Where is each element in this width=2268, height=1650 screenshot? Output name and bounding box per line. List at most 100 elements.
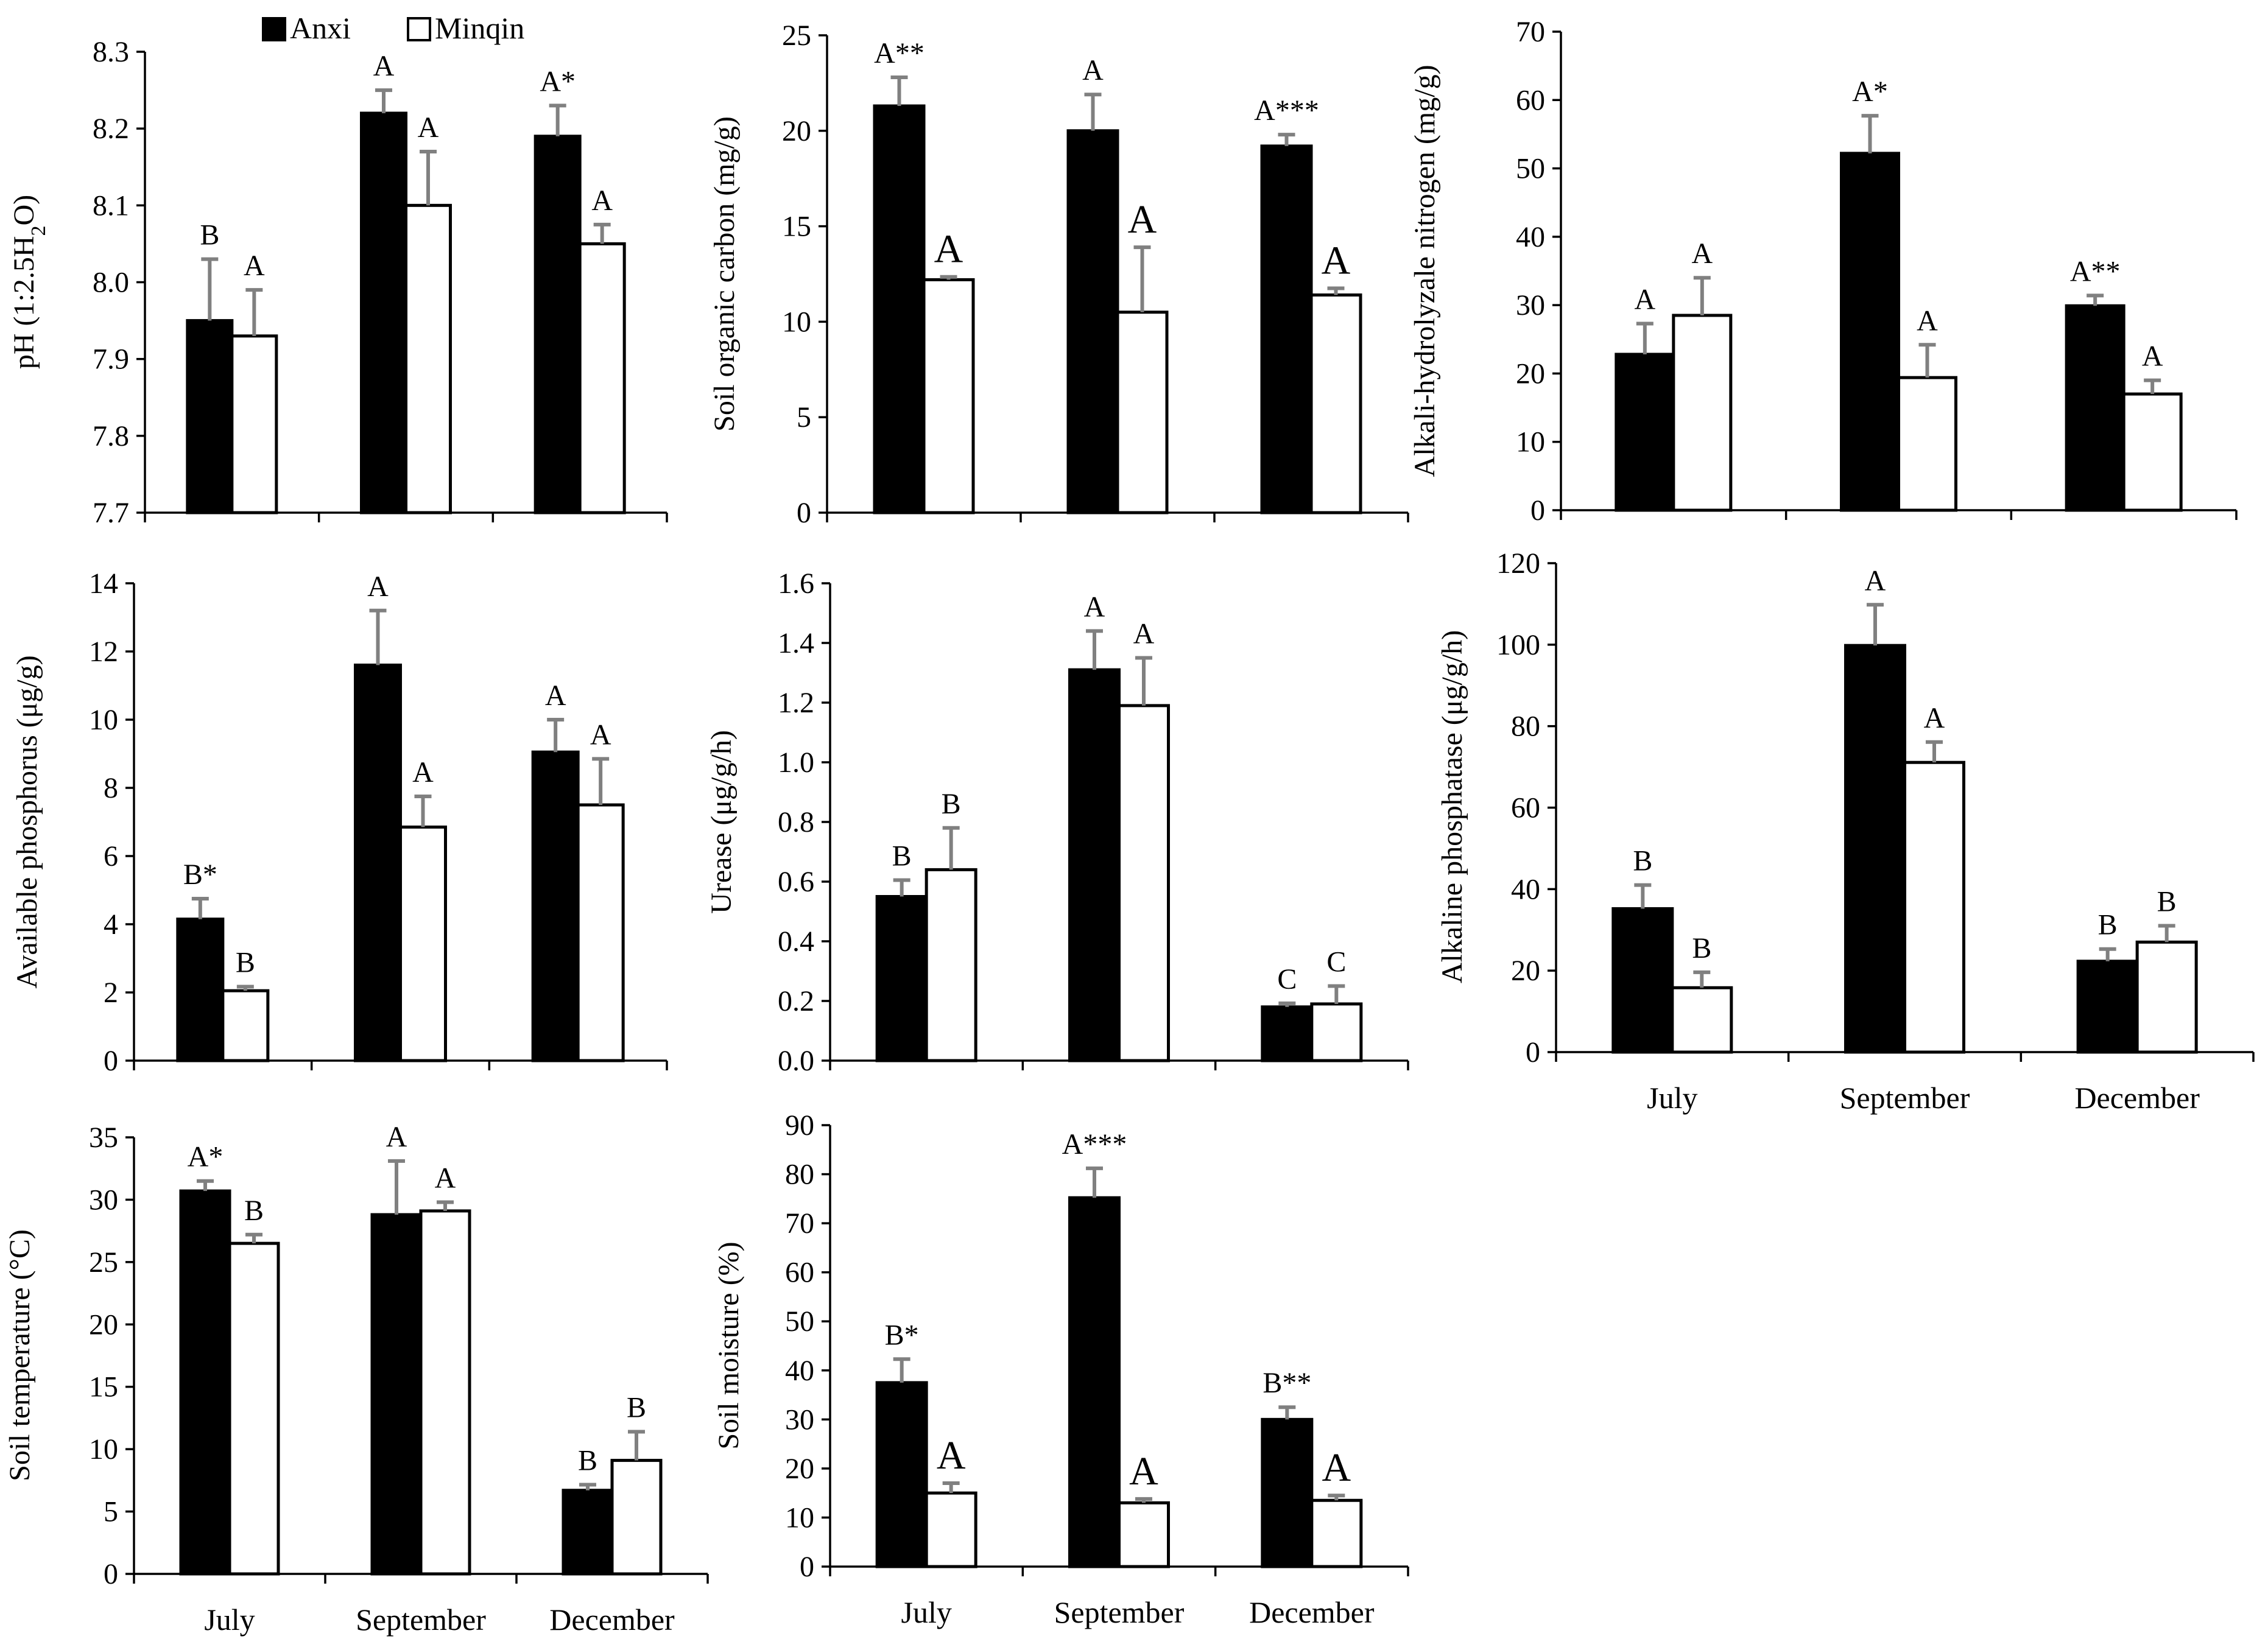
y-tick-label: 7.8 <box>93 420 129 452</box>
y-axis-label: Alkali-hydrolyzale nitrogen (mg/g) <box>1409 65 1441 477</box>
bar-anxi-december <box>2065 304 2125 512</box>
bar-anxi-september <box>1068 1196 1121 1568</box>
y-tick-label: 30 <box>1516 289 1545 321</box>
y-tick-label: 25 <box>89 1246 118 1279</box>
bar-minqin-december <box>578 242 626 514</box>
y-tick-label: 12 <box>89 636 118 668</box>
significance-label-minqin-december: B <box>627 1391 646 1424</box>
y-tick-label: 0 <box>797 497 811 529</box>
significance-label-anxi-december: C <box>1277 963 1297 995</box>
bar-minqin-december <box>2122 392 2183 512</box>
significance-label-anxi-december: B** <box>1263 1367 1311 1399</box>
panel-available-phosphorus: 0 2 4 6 8 10 12 14 Available phosphorus (μg/g) B*… <box>11 567 668 1077</box>
y-axis-label: pH (1:2.5H2O) <box>8 195 50 369</box>
y-tick-label: 40 <box>785 1355 814 1387</box>
bar-anxi-july <box>179 1189 231 1576</box>
y-tick-label: 100 <box>1496 629 1540 661</box>
panel-ph: 7.77.87.98.08.18.28.3pH (1:2.5H2O)BAAAA*… <box>8 36 668 529</box>
y-tick-label: 50 <box>785 1305 814 1338</box>
y-tick-label: 20 <box>89 1308 118 1341</box>
y-tick-label: 8.1 <box>93 189 129 222</box>
y-tick-label: 1.2 <box>778 687 814 719</box>
bar-anxi-december <box>1261 1417 1314 1568</box>
y-tick-label: 0.6 <box>778 866 814 898</box>
y-tick-label: 7.9 <box>93 343 129 376</box>
panel-alkali-hydrolyzable-nitrogen: 0 10 20 30 40 50 60 70 Alkali-hydrolyzale nitrog… <box>1409 16 2238 527</box>
y-axis-label: Soil moisture (%) <box>713 1241 745 1449</box>
legend-swatch-minqin <box>407 17 431 41</box>
bar-minqin-july <box>1672 314 1733 512</box>
bar-anxi-september <box>370 1213 423 1576</box>
y-tick-label: 10 <box>89 704 118 736</box>
y-tick-label: 60 <box>785 1257 814 1289</box>
significance-label-minqin-july: B <box>942 788 961 820</box>
bar-minqin-december <box>1310 1002 1363 1062</box>
significance-label-anxi-december: B <box>578 1445 597 1477</box>
y-axis-label: Available phosphorus (μg/g) <box>11 655 43 988</box>
bar-minqin-july <box>228 1241 280 1576</box>
significance-label-anxi-december: A** <box>2070 255 2121 287</box>
y-tick-label: 0.0 <box>778 1045 814 1077</box>
y-tick-label: 1.4 <box>778 627 814 659</box>
bar-minqin-july <box>922 278 975 514</box>
bar-anxi-september <box>1066 129 1119 514</box>
significance-label-anxi-september: A* <box>1852 75 1888 108</box>
y-tick-label: 8 <box>104 772 118 804</box>
significance-label-minqin-july: B <box>236 946 255 978</box>
y-tick-label: 14 <box>89 567 118 600</box>
x-category-label-september: September <box>1054 1595 1185 1629</box>
bar-anxi-december <box>2076 960 2139 1054</box>
significance-label-anxi-september: A <box>373 50 395 82</box>
y-tick-label: 0.8 <box>778 806 814 838</box>
x-category-label-july: July <box>1647 1081 1697 1115</box>
panel-soil-organic-carbon: 0 5 10 15 20 25 Soil organic carbon (mg/g) A** A… <box>708 19 1409 529</box>
y-tick-label: 10 <box>785 1501 814 1534</box>
bar-anxi-july <box>186 319 234 514</box>
significance-label-minqin-december: A <box>590 718 611 751</box>
significance-label-anxi-december: A <box>545 679 566 712</box>
y-tick-label: 30 <box>89 1184 118 1216</box>
y-tick-label: 0 <box>104 1045 118 1077</box>
y-tick-label: 2 <box>104 977 118 1009</box>
y-tick-label: 90 <box>785 1109 814 1142</box>
bar-minqin-september <box>419 1209 471 1576</box>
y-tick-label: 35 <box>89 1122 118 1154</box>
bar-anxi-july <box>875 895 928 1062</box>
bar-anxi-july <box>176 918 225 1062</box>
significance-label-minqin-december: A <box>2142 340 2163 373</box>
y-axis-label: Soil organic carbon (mg/g) <box>708 116 741 432</box>
bar-minqin-december <box>2135 940 2198 1054</box>
significance-label-anxi-september: A <box>1084 591 1105 623</box>
y-tick-label: 15 <box>89 1371 118 1403</box>
legend-label-minqin: Minqin <box>435 11 524 45</box>
y-tick-label: 50 <box>1516 153 1545 185</box>
y-tick-label: 70 <box>1516 16 1545 48</box>
significance-label-minqin-december: B <box>2157 886 2177 918</box>
bar-anxi-december <box>1260 144 1313 514</box>
y-tick-label: 80 <box>785 1159 814 1191</box>
y-tick-label: 0 <box>1526 1036 1540 1069</box>
y-tick-label: 70 <box>785 1207 814 1240</box>
y-tick-label: 20 <box>782 115 811 147</box>
y-tick-label: 30 <box>785 1403 814 1436</box>
legend-label-anxi: Anxi <box>290 11 351 45</box>
bar-anxi-september <box>1840 152 1900 512</box>
y-tick-label: 40 <box>1516 221 1545 253</box>
y-tick-label: 0.4 <box>778 925 814 958</box>
y-tick-label: 1.0 <box>778 746 814 779</box>
bar-minqin-july <box>230 334 278 514</box>
significance-label-minqin-september: A <box>1917 304 1938 337</box>
y-tick-label: 5 <box>797 401 811 434</box>
significance-label-minqin-july: A <box>937 1433 966 1478</box>
panel-alkaline-phosphatase: 0 20 40 60 80 100 120 Alkaline phosphatase (μg/… <box>1436 547 2255 1115</box>
y-tick-label: 80 <box>1511 711 1540 743</box>
significance-label-minqin-december: A <box>591 184 613 217</box>
significance-label-minqin-july: B <box>244 1195 264 1227</box>
y-tick-label: 25 <box>782 19 811 52</box>
x-category-label-july: July <box>204 1603 255 1637</box>
y-axis-label: Urease (μg/g/h) <box>705 730 738 914</box>
bar-minqin-july <box>221 989 270 1062</box>
y-tick-label: 15 <box>782 211 811 243</box>
y-tick-label: 0 <box>104 1558 118 1590</box>
significance-label-minqin-december: A <box>1322 239 1351 283</box>
